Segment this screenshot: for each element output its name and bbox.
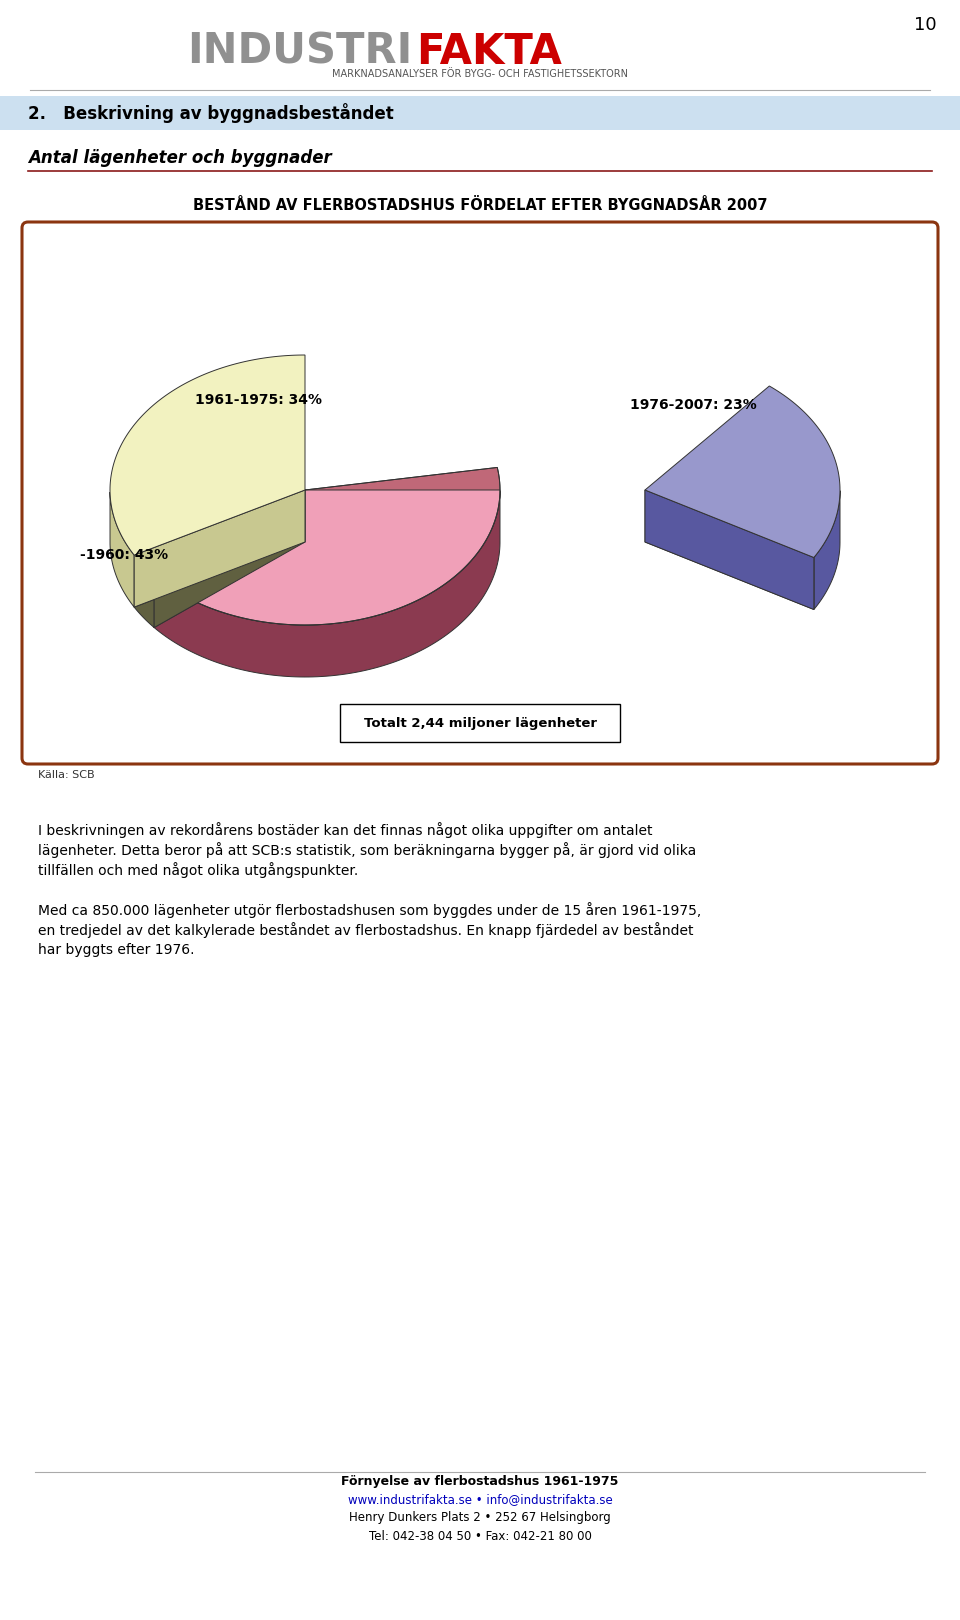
Polygon shape [814, 491, 840, 609]
FancyBboxPatch shape [22, 222, 938, 765]
Polygon shape [155, 491, 500, 677]
Text: 1976-2007: 23%: 1976-2007: 23% [630, 399, 756, 411]
Text: Totalt 2,44 miljoner lägenheter: Totalt 2,44 miljoner lägenheter [364, 716, 596, 729]
Bar [0, 96, 960, 130]
Text: lägenheter. Detta beror på att SCB:s statistik, som beräkningarna bygger på, är : lägenheter. Detta beror på att SCB:s sta… [38, 842, 696, 859]
Text: I beskrivningen av rekordårens bostäder kan det finnas något olika uppgifter om : I beskrivningen av rekordårens bostäder … [38, 821, 653, 838]
Text: Tel: 042-38 04 50 • Fax: 042-21 80 00: Tel: 042-38 04 50 • Fax: 042-21 80 00 [369, 1529, 591, 1542]
Polygon shape [155, 489, 305, 627]
Text: 2.   Beskrivning av byggnadsbeståndet: 2. Beskrivning av byggnadsbeståndet [28, 104, 394, 123]
Text: tillfällen och med något olika utgångspunkter.: tillfällen och med något olika utgångspu… [38, 862, 358, 878]
Text: FAKTA: FAKTA [416, 31, 562, 73]
Text: 10: 10 [914, 16, 936, 34]
Polygon shape [645, 386, 840, 557]
Polygon shape [645, 489, 814, 609]
Polygon shape [155, 489, 305, 627]
Polygon shape [110, 492, 134, 608]
Text: Antal lägenheter och byggnader: Antal lägenheter och byggnader [28, 149, 332, 167]
Text: Förnyelse av flerbostadshus 1961-1975: Förnyelse av flerbostadshus 1961-1975 [342, 1476, 618, 1489]
Text: 1961-1975: 34%: 1961-1975: 34% [195, 394, 322, 407]
Polygon shape [110, 355, 305, 556]
Text: har byggts efter 1976.: har byggts efter 1976. [38, 943, 195, 957]
Polygon shape [134, 489, 305, 608]
Text: en tredjedel av det kalkylerade beståndet av flerbostadshus. En knapp fjärdedel : en tredjedel av det kalkylerade bestånde… [38, 922, 693, 938]
Polygon shape [645, 489, 814, 609]
Polygon shape [155, 468, 500, 625]
Polygon shape [145, 489, 500, 625]
Text: -1960: 43%: -1960: 43% [80, 548, 168, 562]
Text: MARKNADSANALYSER FÖR BYGG- OCH FASTIGHETSSEKTORN: MARKNADSANALYSER FÖR BYGG- OCH FASTIGHET… [332, 70, 628, 79]
Polygon shape [134, 489, 305, 575]
Text: Henry Dunkers Plats 2 • 252 67 Helsingborg: Henry Dunkers Plats 2 • 252 67 Helsingbo… [349, 1511, 611, 1524]
Text: Källa: SCB: Källa: SCB [38, 770, 95, 779]
Polygon shape [134, 556, 155, 627]
Text: BESTÅND AV FLERBOSTADSHUS FÖRDELAT EFTER BYGGNADSÅR 2007: BESTÅND AV FLERBOSTADSHUS FÖRDELAT EFTER… [193, 198, 767, 212]
Bar [340, 705, 620, 742]
Text: www.industrifakta.se • info@industrifakta.se: www.industrifakta.se • info@industrifakt… [348, 1494, 612, 1507]
Polygon shape [134, 489, 305, 608]
Text: Med ca 850.000 lägenheter utgör flerbostadshusen som byggdes under de 15 åren 19: Med ca 850.000 lägenheter utgör flerbost… [38, 902, 701, 919]
Text: INDUSTRI: INDUSTRI [187, 31, 412, 73]
